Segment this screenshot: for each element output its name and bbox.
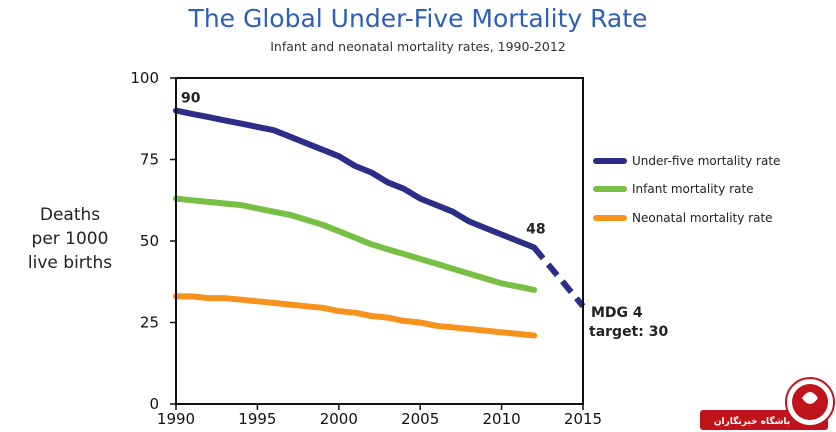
legend-label-0: Under-five mortality rate [632,154,780,168]
x-tick-label: 1990 [157,410,195,428]
watermark-text: باشگاه خبرنگاران [714,415,790,427]
series-line-2 [173,293,538,339]
series-line-1 [173,195,538,293]
x-tick-label: 2000 [320,410,358,428]
x-tick-label: 2010 [483,410,521,428]
x-axis-ticks: 1990 1995 2000 2005 2010 2015 [157,404,602,428]
x-tick-label: 1995 [238,410,276,428]
chart-title: The Global Under-Five Mortality Rate [188,4,648,33]
chart-subtitle: Infant and neonatal mortality rates, 199… [270,39,566,54]
legend: Under-five mortality rate Infant mortalit… [593,154,780,225]
y-tick-label: 25 [140,314,159,332]
y-tick-label: 75 [140,151,159,169]
annotations: 90 48 MDG 4 target: 30 [181,91,668,341]
series-layer [173,107,586,339]
annotation-mdg4: MDG 4 [591,305,643,321]
watermark: باشگاه خبرنگاران [700,377,835,430]
annotation-start-value: 90 [181,91,201,107]
x-tick-label: 2005 [401,410,439,428]
y-tick-label: 0 [149,395,159,413]
y-axis-label-line: live births [28,253,112,273]
target-projection-line [531,245,586,309]
legend-label-2: Neonatal mortality rate [632,211,773,225]
y-axis-label-line: Deaths [40,205,100,225]
annotation-target: target: 30 [589,324,668,340]
x-tick-label: 2015 [564,410,602,428]
legend-label-1: Infant mortality rate [632,182,754,196]
y-axis-ticks: 0 25 50 75 100 [130,69,176,413]
series-line-0 [173,107,538,251]
y-tick-label: 50 [140,232,159,250]
y-axis-label: Deaths per 1000 live births [28,205,112,273]
y-tick-label: 100 [130,69,159,87]
watermark-logo-mark [802,392,818,404]
annotation-2012-value: 48 [526,222,545,238]
y-axis-label-line: per 1000 [32,229,109,249]
